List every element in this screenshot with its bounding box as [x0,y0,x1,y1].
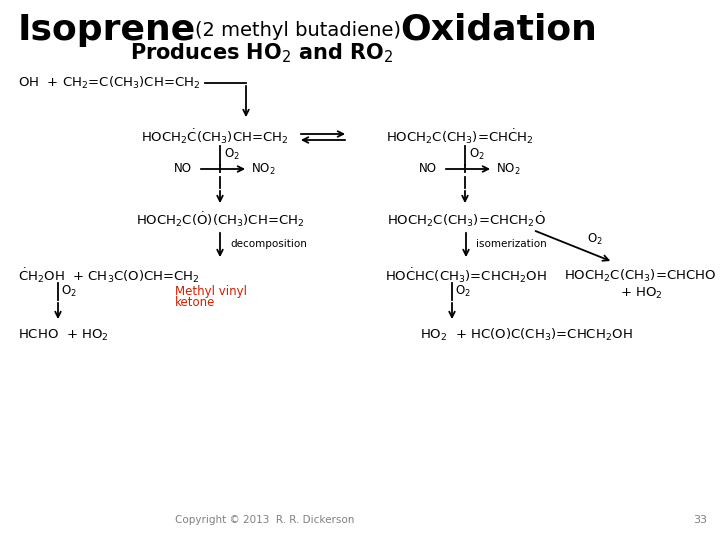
Text: (2 methyl butadiene): (2 methyl butadiene) [195,21,401,39]
Text: HOCH$_2$C($\dot{\rm O}$)(CH$_3$)CH=CH$_2$: HOCH$_2$C($\dot{\rm O}$)(CH$_3$)CH=CH$_2… [136,211,305,229]
Text: OH  + CH$_2$=C(CH$_3$)CH=CH$_2$: OH + CH$_2$=C(CH$_3$)CH=CH$_2$ [18,75,201,91]
Text: O$_2$: O$_2$ [455,284,471,299]
Text: HOCH$_2\dot{\rm C}$(CH$_3$)CH=CH$_2$: HOCH$_2\dot{\rm C}$(CH$_3$)CH=CH$_2$ [141,127,289,146]
Text: HOCH$_2$C(CH$_3$)=CHCH$_2\dot{\rm O}$: HOCH$_2$C(CH$_3$)=CHCH$_2\dot{\rm O}$ [387,211,546,229]
Text: O$_2$: O$_2$ [469,146,485,161]
Text: + HO$_2$: + HO$_2$ [620,286,662,301]
Text: HOCH$_2$C(CH$_3$)=CHCHO: HOCH$_2$C(CH$_3$)=CHCHO [564,268,716,284]
Text: O$_2$: O$_2$ [224,146,240,161]
Text: Isoprene: Isoprene [18,13,197,47]
Text: Produces HO$_2$ and RO$_2$: Produces HO$_2$ and RO$_2$ [130,41,394,65]
Text: HOCH$_2$C(CH$_3$)=CH$\dot{\rm C}$H$_2$: HOCH$_2$C(CH$_3$)=CH$\dot{\rm C}$H$_2$ [386,127,534,146]
Text: HCHO  + HO$_2$: HCHO + HO$_2$ [18,327,109,342]
Text: Copyright © 2013  R. R. Dickerson: Copyright © 2013 R. R. Dickerson [175,515,355,525]
Text: NO: NO [419,163,437,176]
Text: Oxidation: Oxidation [400,13,597,47]
Text: ketone: ketone [175,296,215,309]
Text: NO: NO [174,163,192,176]
Text: isomerization: isomerization [476,239,546,249]
Text: NO$_2$: NO$_2$ [495,161,521,177]
Text: $\dot{\rm C}$H$_2$OH  + CH$_3$C(O)CH=CH$_2$: $\dot{\rm C}$H$_2$OH + CH$_3$C(O)CH=CH$_… [18,267,200,285]
Text: 33: 33 [693,515,707,525]
Text: NO$_2$: NO$_2$ [251,161,275,177]
Text: decomposition: decomposition [230,239,307,249]
Text: O$_2$: O$_2$ [587,232,603,247]
Text: O$_2$: O$_2$ [61,284,77,299]
Text: HO$_2$  + HC(O)C(CH$_3$)=CHCH$_2$OH: HO$_2$ + HC(O)C(CH$_3$)=CHCH$_2$OH [420,327,633,343]
Text: Methyl vinyl: Methyl vinyl [175,285,247,298]
Text: HO$\dot{\rm C}$HC(CH$_3$)=CHCH$_2$OH: HO$\dot{\rm C}$HC(CH$_3$)=CHCH$_2$OH [385,267,547,285]
